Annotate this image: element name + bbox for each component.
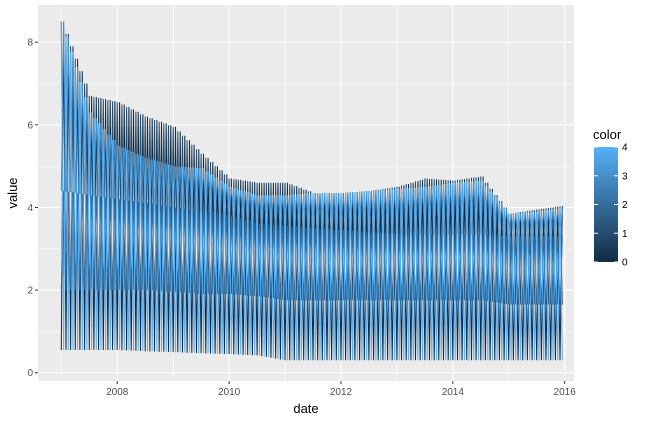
y-tick-label: 4: [27, 203, 33, 214]
y-tick-label: 2: [27, 286, 33, 297]
x-tick-label: 2016: [554, 387, 577, 398]
y-tick-label: 0: [27, 368, 33, 379]
y-axis-title: value: [5, 177, 20, 208]
legend-tick-label: 3: [622, 171, 628, 182]
series-layer: [60, 21, 563, 361]
legend-tick-label: 0: [622, 258, 628, 269]
legend-tick-label: 2: [622, 200, 628, 211]
y-axis: 0 2 4 6 8: [27, 38, 38, 379]
legend-title: color: [593, 127, 622, 142]
legend-tick-label: 4: [622, 143, 628, 154]
x-tick-label: 2010: [218, 387, 241, 398]
x-axis-title: date: [293, 401, 318, 416]
y-tick-label: 6: [27, 120, 33, 131]
legend-tick-label: 1: [622, 229, 628, 240]
legend-ticks: 0 1 2 3 4: [594, 143, 628, 269]
series-line-color-4: [60, 21, 563, 361]
x-axis: 2008 2010 2012 2014 2016: [106, 381, 576, 398]
x-tick-label: 2012: [330, 387, 353, 398]
legend: color 0 1 2 3 4: [593, 127, 628, 269]
x-tick-label: 2008: [106, 387, 129, 398]
x-tick-label: 2014: [442, 387, 465, 398]
y-tick-label: 8: [27, 38, 33, 49]
